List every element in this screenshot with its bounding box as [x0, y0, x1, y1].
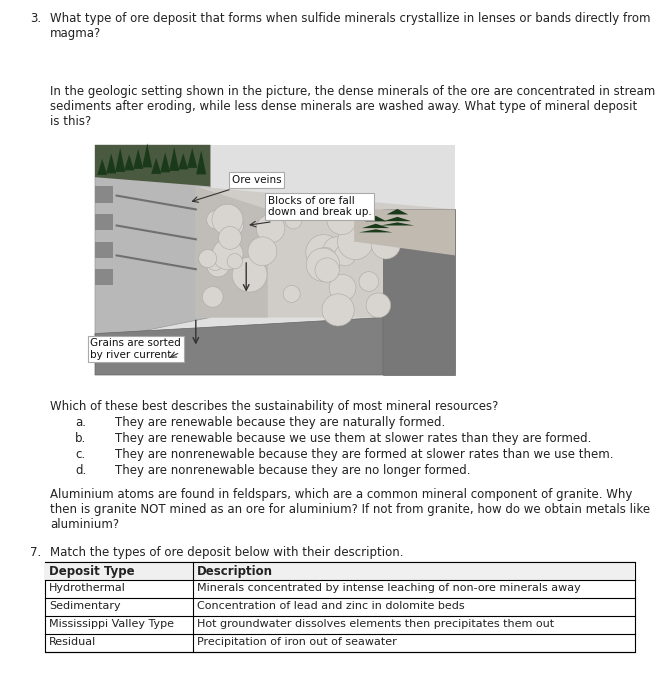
- Polygon shape: [381, 223, 414, 225]
- Polygon shape: [151, 158, 161, 174]
- Circle shape: [337, 224, 373, 260]
- Text: d.: d.: [75, 464, 86, 477]
- Circle shape: [371, 230, 401, 259]
- Polygon shape: [95, 270, 113, 286]
- Polygon shape: [362, 224, 389, 228]
- Circle shape: [366, 293, 391, 318]
- Text: Hot groundwater dissolves elements then precipitates them out: Hot groundwater dissolves elements then …: [197, 619, 554, 629]
- Polygon shape: [383, 217, 411, 221]
- Circle shape: [322, 294, 354, 326]
- Circle shape: [315, 247, 336, 268]
- Text: Aluminium atoms are found in feldspars, which are a common mineral component of : Aluminium atoms are found in feldspars, …: [50, 488, 650, 531]
- Circle shape: [335, 245, 356, 266]
- Text: Description: Description: [197, 565, 273, 578]
- Text: Minerals concentrated by intense leaching of non-ore minerals away: Minerals concentrated by intense leachin…: [197, 583, 581, 593]
- Circle shape: [359, 272, 379, 291]
- Polygon shape: [95, 214, 113, 230]
- Circle shape: [285, 213, 302, 229]
- Text: Deposit Type: Deposit Type: [49, 565, 135, 578]
- Circle shape: [199, 250, 216, 267]
- Polygon shape: [187, 148, 197, 168]
- Text: Hydrothermal: Hydrothermal: [49, 583, 126, 593]
- Text: 3.: 3.: [30, 12, 41, 25]
- Polygon shape: [354, 209, 455, 256]
- Polygon shape: [115, 148, 125, 172]
- Circle shape: [227, 253, 242, 269]
- FancyBboxPatch shape: [45, 562, 635, 580]
- FancyBboxPatch shape: [45, 562, 635, 652]
- Text: They are renewable because they are naturally formed.: They are renewable because they are natu…: [115, 416, 446, 429]
- Text: Concentration of lead and zinc in dolomite beds: Concentration of lead and zinc in dolomi…: [197, 601, 465, 611]
- Polygon shape: [196, 186, 455, 318]
- Text: Residual: Residual: [49, 637, 96, 647]
- Circle shape: [327, 205, 356, 235]
- Polygon shape: [359, 230, 393, 232]
- Circle shape: [232, 257, 267, 292]
- Polygon shape: [95, 186, 113, 202]
- Circle shape: [212, 204, 243, 235]
- Circle shape: [207, 256, 222, 271]
- Circle shape: [315, 258, 339, 282]
- Polygon shape: [383, 209, 455, 375]
- Polygon shape: [95, 145, 210, 340]
- Circle shape: [218, 227, 242, 249]
- Circle shape: [329, 274, 356, 301]
- Polygon shape: [142, 144, 152, 167]
- Text: They are renewable because we use them at slower rates than they are formed.: They are renewable because we use them a…: [115, 432, 591, 445]
- Text: Which of these best describes the sustainability of most mineral resources?: Which of these best describes the sustai…: [50, 400, 498, 413]
- Circle shape: [306, 248, 340, 281]
- Circle shape: [373, 210, 397, 234]
- Text: They are nonrenewable because they are formed at slower rates than we use them.: They are nonrenewable because they are f…: [115, 448, 614, 461]
- Text: 7.: 7.: [30, 546, 41, 559]
- Circle shape: [207, 210, 226, 229]
- Text: Grains are sorted
by river current.: Grains are sorted by river current.: [90, 338, 181, 360]
- Text: What type of ore deposit that forms when sulfide minerals crystallize in lenses : What type of ore deposit that forms when…: [50, 12, 651, 40]
- Circle shape: [283, 286, 300, 302]
- Polygon shape: [160, 153, 170, 172]
- Circle shape: [360, 218, 387, 245]
- Text: c.: c.: [75, 448, 85, 461]
- Polygon shape: [365, 216, 387, 221]
- Polygon shape: [95, 241, 113, 258]
- Polygon shape: [95, 318, 383, 375]
- Circle shape: [248, 237, 277, 266]
- Text: Ore veins: Ore veins: [232, 175, 281, 185]
- Circle shape: [306, 234, 341, 270]
- Circle shape: [323, 237, 350, 263]
- Polygon shape: [97, 159, 107, 175]
- Text: Blocks of ore fall
down and break up.: Blocks of ore fall down and break up.: [268, 195, 372, 217]
- Polygon shape: [169, 147, 180, 171]
- Circle shape: [222, 215, 244, 236]
- Circle shape: [256, 214, 285, 243]
- Text: Sedimentary: Sedimentary: [49, 601, 121, 611]
- Polygon shape: [95, 145, 210, 186]
- Polygon shape: [387, 209, 408, 214]
- Circle shape: [207, 255, 229, 277]
- Circle shape: [203, 286, 223, 307]
- Text: They are nonrenewable because they are no longer formed.: They are nonrenewable because they are n…: [115, 464, 471, 477]
- Text: Mississippi Valley Type: Mississippi Valley Type: [49, 619, 174, 629]
- Text: Precipitation of iron out of seawater: Precipitation of iron out of seawater: [197, 637, 397, 647]
- Polygon shape: [106, 153, 116, 174]
- Text: In the geologic setting shown in the picture, the dense minerals of the ore are : In the geologic setting shown in the pic…: [50, 85, 655, 128]
- Polygon shape: [133, 149, 143, 169]
- FancyBboxPatch shape: [95, 145, 455, 375]
- Text: Match the types of ore deposit below with their description.: Match the types of ore deposit below wit…: [50, 546, 403, 559]
- Polygon shape: [178, 153, 188, 169]
- Polygon shape: [196, 186, 268, 318]
- Polygon shape: [196, 150, 206, 174]
- Text: a.: a.: [75, 416, 86, 429]
- Text: b.: b.: [75, 432, 86, 445]
- Circle shape: [213, 239, 243, 270]
- Polygon shape: [124, 154, 134, 170]
